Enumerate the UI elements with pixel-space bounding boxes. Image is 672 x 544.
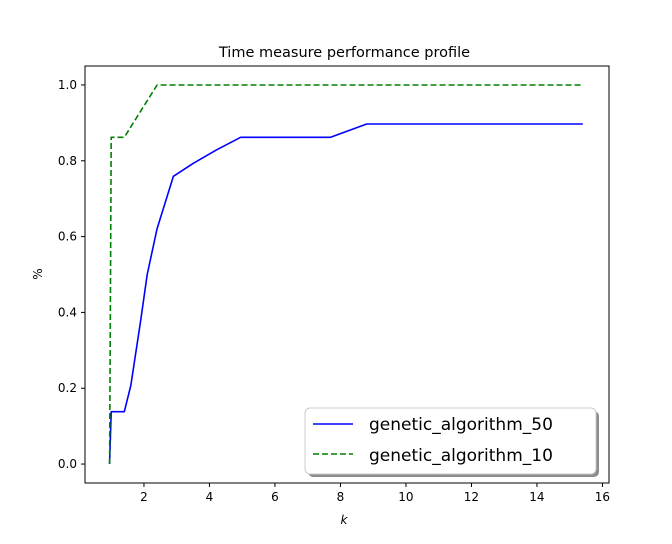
x-tick-label: 8 [337,490,345,504]
x-tick-label: 12 [464,490,479,504]
x-tick-label: 14 [529,490,544,504]
x-tick-label: 2 [140,490,148,504]
x-tick-label: 10 [398,490,413,504]
x-axis-ticks: 2 4 6 8 10 12 14 16 [140,483,610,504]
y-tick-label: 1.0 [58,78,77,92]
series-line-genetic-algorithm-10 [108,84,583,465]
plot-area: 2 4 6 8 10 12 14 16 0.0 0.2 0.4 0.6 0.8 1.0 [58,65,610,504]
x-tick-label: 16 [595,490,610,504]
chart-title: Time measure performance profile [218,45,470,61]
y-tick-label: 0.6 [58,230,77,244]
legend: genetic_algorithm_50 genetic_algorithm_1… [304,407,599,477]
legend-label-genetic-algorithm-50: genetic_algorithm_50 [369,415,553,435]
legend-box [304,407,597,475]
plot-frame [84,65,610,484]
y-tick-label: 0.0 [58,457,77,471]
legend-label-genetic-algorithm-10: genetic_algorithm_10 [369,446,553,466]
y-tick-label: 0.4 [58,305,77,319]
y-axis-ticks: 0.0 0.2 0.4 0.6 0.8 1.0 [58,78,85,471]
series-line-genetic-algorithm-50 [108,123,583,465]
series-layer [108,84,583,465]
y-tick-label: 0.8 [58,154,77,168]
x-tick-label: 6 [271,490,279,504]
y-axis-label: % [31,268,45,279]
x-tick-label: 4 [206,490,214,504]
y-tick-label: 0.2 [58,381,77,395]
x-axis-label: k [341,513,349,527]
